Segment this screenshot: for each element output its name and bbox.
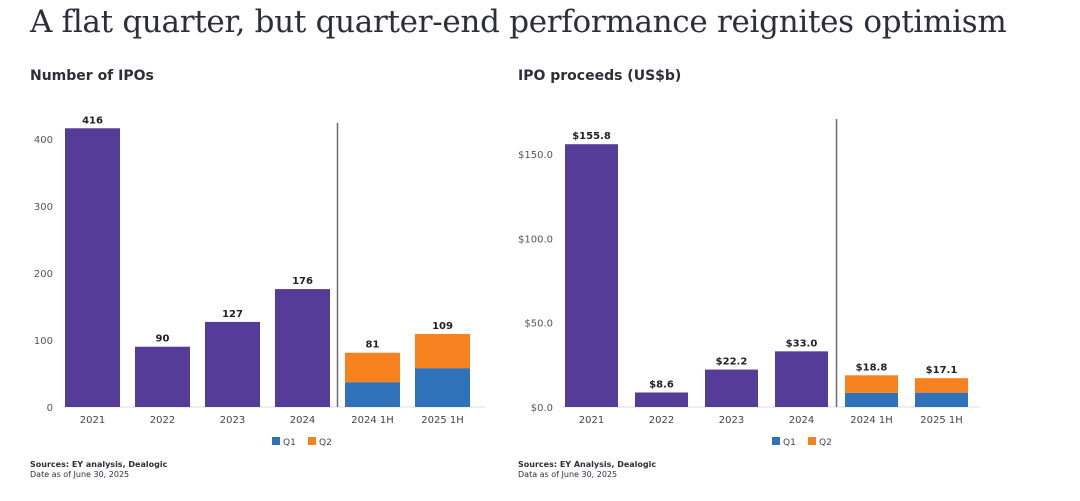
- y-tick-label: $100.0: [518, 234, 553, 245]
- bar-q2-2025 1H: [915, 378, 968, 393]
- legend-label-q1: Q1: [283, 438, 296, 448]
- x-tick-label: 2023: [719, 415, 744, 426]
- data-label: 416: [82, 115, 103, 126]
- chart-title-ipos: Number of IPOs: [30, 68, 154, 84]
- x-tick-label: 2025 1H: [920, 415, 963, 426]
- legend-swatch-q2: [308, 437, 316, 445]
- y-tick-label: $150.0: [518, 150, 553, 161]
- bar-2021: [65, 128, 120, 407]
- data-label: $22.2: [716, 357, 748, 368]
- page-title: A flat quarter, but quarter-end performa…: [30, 4, 1007, 40]
- data-label: $33.0: [786, 338, 818, 349]
- bar-2024: [775, 351, 828, 407]
- x-tick-label: 2024 1H: [850, 415, 893, 426]
- y-tick-label: 100: [34, 336, 53, 347]
- y-tick-label: 200: [34, 269, 53, 280]
- data-label: 109: [432, 321, 453, 332]
- legend-swatch-q1: [772, 437, 780, 445]
- bar-2022: [635, 392, 688, 407]
- data-label: 90: [156, 334, 170, 345]
- bar-2021: [565, 144, 618, 407]
- y-tick-label: $0.0: [531, 403, 553, 414]
- x-tick-label: 2022: [150, 415, 175, 426]
- chart-ipos: 0 100 200 300 400 416 2021 90 2022 127 2023 176 2024…: [34, 115, 485, 448]
- y-tick-label: 0: [47, 403, 53, 414]
- bar-q1-2024 1H: [845, 392, 898, 407]
- x-tick-label: 2021: [80, 415, 105, 426]
- bar-q1-2024 1H: [345, 382, 400, 407]
- x-tick-label: 2024 1H: [351, 415, 394, 426]
- data-label: 176: [292, 276, 313, 287]
- bar-2024: [275, 289, 330, 407]
- data-label: 81: [366, 340, 380, 351]
- legend-swatch-q1: [272, 437, 280, 445]
- source-note-proceeds: Sources: EY Analysis, Dealogic Data as of…: [518, 460, 657, 479]
- data-label: $17.1: [926, 365, 958, 376]
- x-tick-label: 2021: [579, 415, 604, 426]
- legend-label-q2: Q2: [819, 438, 832, 448]
- x-tick-label: 2023: [220, 415, 245, 426]
- bar-2023: [705, 369, 758, 407]
- data-label: $8.6: [649, 379, 674, 390]
- legend-label-q2: Q2: [319, 438, 332, 448]
- x-tick-label: 2025 1H: [421, 415, 464, 426]
- x-tick-label: 2024: [290, 415, 315, 426]
- source-note-ipos: Sources: EY analysis, Dealogic Date as of…: [30, 460, 168, 479]
- legend-label-q1: Q1: [783, 438, 796, 448]
- bar-q1-2025 1H: [415, 368, 470, 407]
- chart-title-proceeds: IPO proceeds (US$b): [518, 68, 682, 84]
- x-tick-label: 2022: [649, 415, 674, 426]
- bar-q1-2025 1H: [915, 392, 968, 407]
- bar-q2-2024 1H: [345, 352, 400, 383]
- y-tick-label: 400: [34, 135, 53, 146]
- bar-2023: [205, 321, 260, 407]
- chart-proceeds: $0.0 $50.0 $100.0 $150.0 $155.8 2021 $8.6 2022 $…: [518, 119, 980, 448]
- data-label: 127: [222, 309, 243, 320]
- legend-swatch-q2: [808, 437, 816, 445]
- data-label: $18.8: [856, 362, 888, 373]
- bar-q2-2025 1H: [415, 333, 470, 369]
- bar-q2-2024 1H: [845, 375, 898, 393]
- bar-2022: [135, 346, 190, 407]
- y-tick-label: 300: [34, 202, 53, 213]
- x-tick-label: 2024: [789, 415, 814, 426]
- y-tick-label: $50.0: [524, 319, 553, 330]
- data-label: $155.8: [572, 131, 611, 142]
